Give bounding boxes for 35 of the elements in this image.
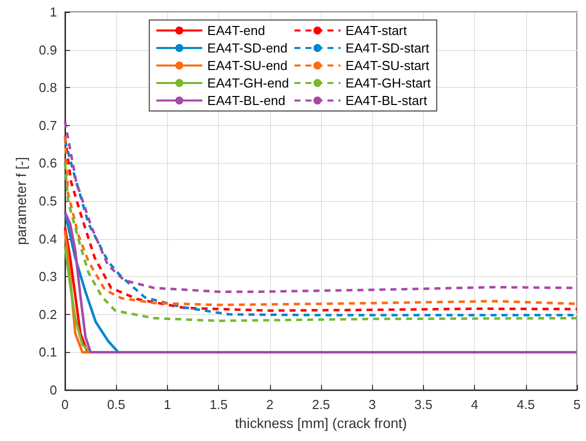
y-tick-label: 1: [50, 4, 57, 20]
x-tick-label: 3: [368, 397, 376, 412]
legend-label: EA4T-SD-end: [207, 40, 288, 56]
legend-label: EA4T-SU-end: [207, 58, 288, 73]
legend-label: EA4T-SD-start: [345, 40, 430, 56]
y-tick-label: 0.3: [38, 269, 57, 284]
y-tick-label: 0: [50, 382, 57, 398]
y-axis-title: parameter f [-]: [13, 157, 30, 245]
x-tick-label: 5: [573, 397, 581, 412]
legend-label: EA4T-start: [345, 23, 408, 38]
y-tick-label: 0.6: [38, 156, 57, 171]
legend-label: EA4T-SU-start: [345, 58, 430, 73]
x-tick-label: 2: [266, 397, 274, 412]
x-tick-label: 1.5: [210, 397, 228, 412]
y-tick-label: 0.2: [38, 306, 57, 322]
y-tick-label: 0.5: [38, 194, 57, 208]
x-tick-label: 0.5: [107, 397, 126, 412]
x-tick-label: 4.5: [516, 397, 535, 412]
y-tick-label: 0.8: [38, 80, 57, 96]
line-series: [64, 162, 578, 322]
x-tick-label: 3.5: [414, 397, 432, 412]
x-axis-title: thickness [mm] (crack front): [235, 414, 407, 431]
legend-label: EA4T-BL-start: [345, 93, 428, 108]
y-tick-label: 0.4: [38, 231, 57, 246]
legend-label: EA4T-GH-start: [345, 76, 432, 90]
x-tick-label: 4: [470, 397, 478, 412]
legend-label: EA4T-end: [207, 23, 266, 38]
x-tick-label: 2.5: [312, 397, 330, 412]
y-tick-label: 0.7: [38, 118, 57, 133]
y-tick-label: 0.9: [38, 42, 57, 58]
x-tick-label: 0: [61, 397, 69, 412]
legend-label: EA4T-BL-end: [207, 93, 286, 108]
x-tick-label: 1: [164, 397, 172, 412]
legend-label: EA4T-GH-end: [207, 76, 289, 90]
y-tick-label: 0.1: [38, 344, 57, 360]
